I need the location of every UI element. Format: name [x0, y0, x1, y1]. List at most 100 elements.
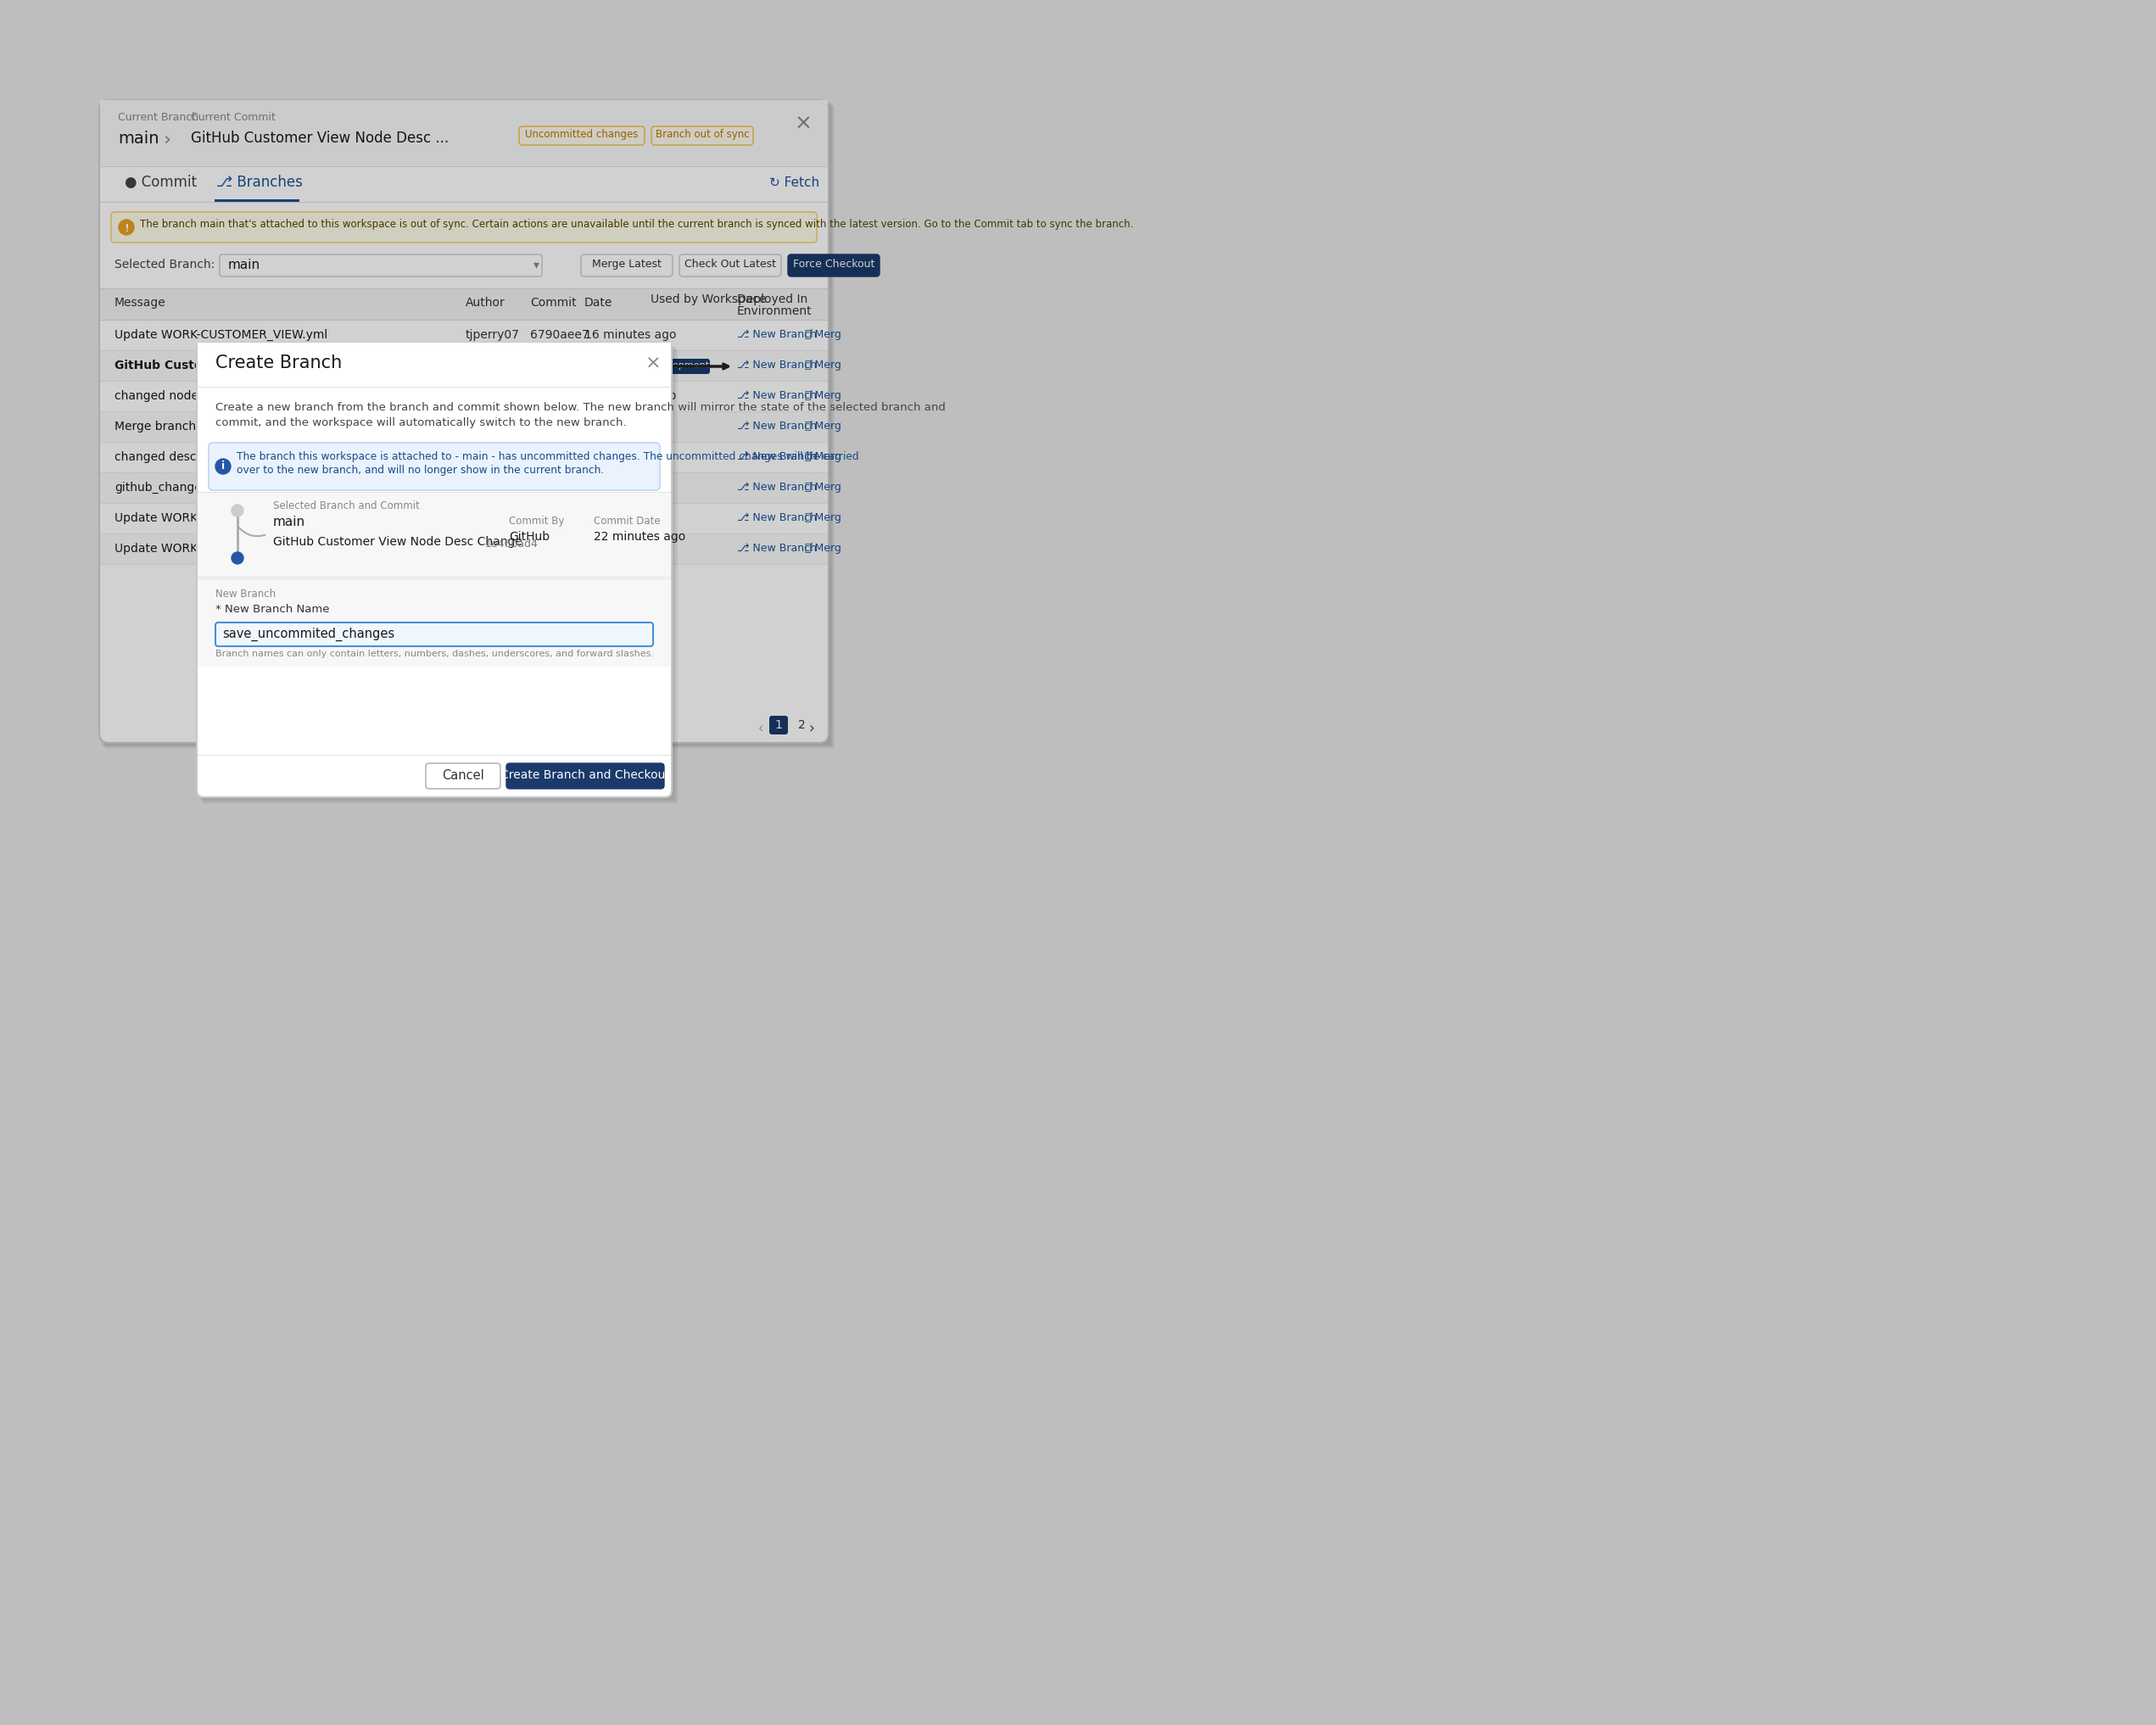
- Text: tjperry07: tjperry07: [466, 329, 520, 342]
- Text: ↻ Fetch: ↻ Fetch: [770, 176, 819, 190]
- Text: Update WORK-V_CUSTO...: Update WORK-V_CUSTO...: [114, 543, 265, 555]
- Bar: [99, 504, 828, 535]
- FancyBboxPatch shape: [679, 254, 780, 276]
- Text: ⎇ New Branch: ⎇ New Branch: [737, 543, 817, 554]
- Text: ⎇ New Branch: ⎇ New Branch: [737, 359, 817, 371]
- Bar: [99, 321, 828, 352]
- Text: changed node name: changed node name: [114, 390, 235, 402]
- FancyBboxPatch shape: [196, 343, 673, 797]
- Bar: [99, 288, 828, 321]
- Bar: [198, 343, 671, 386]
- FancyBboxPatch shape: [198, 343, 671, 386]
- Text: save_uncommited_changes: save_uncommited_changes: [222, 628, 395, 642]
- Text: github_change_test: github_change_test: [114, 481, 231, 493]
- FancyBboxPatch shape: [507, 762, 664, 788]
- Text: main: main: [119, 131, 160, 147]
- Bar: [103, 104, 832, 747]
- Text: changed description: changed description: [114, 452, 235, 462]
- Text: Selected Branch and Commit: Selected Branch and Commit: [274, 500, 420, 511]
- Text: 1e46bad4: 1e46bad4: [485, 538, 539, 550]
- Text: Update WORK-CUSTOMER_VIEW.yml: Update WORK-CUSTOMER_VIEW.yml: [114, 329, 328, 342]
- Bar: [99, 473, 828, 504]
- Bar: [198, 345, 675, 800]
- Text: Commit: Commit: [530, 297, 576, 309]
- Text: ⎇ New Branch: ⎇ New Branch: [737, 329, 817, 340]
- Bar: [99, 352, 828, 381]
- Text: Commit Date: Commit Date: [593, 516, 660, 526]
- Text: Merge Latest: Merge Latest: [593, 259, 662, 269]
- FancyBboxPatch shape: [787, 254, 880, 276]
- Text: ⤴ Merg: ⤴ Merg: [804, 390, 841, 402]
- Bar: [198, 578, 671, 666]
- Bar: [201, 347, 677, 802]
- Text: tjperry07: tjperry07: [466, 359, 520, 371]
- Text: Commit By: Commit By: [509, 516, 565, 526]
- Bar: [99, 535, 828, 564]
- Text: Cancel: Cancel: [442, 769, 485, 781]
- FancyBboxPatch shape: [651, 126, 752, 145]
- Text: Create Branch: Create Branch: [216, 355, 343, 371]
- Text: ⤴ Merg: ⤴ Merg: [804, 481, 841, 493]
- Text: !: !: [123, 223, 129, 235]
- Text: ×: ×: [645, 355, 662, 373]
- Text: commit, and the workspace will automatically switch to the new branch.: commit, and the workspace will automatic…: [216, 417, 627, 428]
- Text: ⤴ Merg: ⤴ Merg: [804, 512, 841, 523]
- Text: Create Branch and Checkout: Create Branch and Checkout: [500, 769, 671, 781]
- Text: ‹: ‹: [759, 721, 763, 737]
- Text: Update WORK-V_CUSTO...: Update WORK-V_CUSTO...: [114, 512, 265, 524]
- Text: Check Out Latest: Check Out Latest: [683, 259, 776, 269]
- Text: * New Branch Name: * New Branch Name: [216, 604, 330, 614]
- Bar: [99, 381, 828, 412]
- Text: 6790aee7: 6790aee7: [530, 329, 589, 342]
- Circle shape: [216, 459, 231, 474]
- FancyBboxPatch shape: [645, 359, 709, 374]
- Bar: [198, 492, 671, 576]
- Text: Create a new branch from the branch and commit shown below. The new branch will : Create a new branch from the branch and …: [216, 402, 946, 412]
- Text: ⎇ New Branch: ⎇ New Branch: [737, 481, 817, 493]
- Bar: [101, 102, 832, 745]
- FancyBboxPatch shape: [220, 254, 541, 276]
- Text: The branch main that's attached to this workspace is out of sync. Certain action: The branch main that's attached to this …: [140, 219, 1134, 229]
- Text: GitHub: GitHub: [509, 531, 550, 543]
- Bar: [101, 102, 830, 745]
- Text: ⤴ Merg: ⤴ Merg: [804, 543, 841, 554]
- Text: Tatiana: Tatiana: [466, 390, 509, 402]
- FancyBboxPatch shape: [99, 100, 828, 743]
- Text: ›: ›: [164, 131, 170, 148]
- Text: ⤴ Merg: ⤴ Merg: [804, 359, 841, 371]
- Text: GitHub Customer View Node Desc Change: GitHub Customer View Node Desc Change: [114, 359, 392, 371]
- Text: Environment: Environment: [737, 305, 813, 317]
- Text: ● Commit: ● Commit: [125, 174, 196, 190]
- Text: 1: 1: [774, 719, 783, 731]
- Bar: [99, 166, 828, 202]
- FancyBboxPatch shape: [216, 623, 653, 647]
- Circle shape: [119, 219, 134, 235]
- Text: Current Branch: Current Branch: [119, 112, 198, 122]
- Text: Message: Message: [114, 297, 166, 309]
- Text: Force Checkout: Force Checkout: [793, 259, 875, 269]
- Text: ⤴ Merg: ⤴ Merg: [804, 329, 841, 340]
- FancyBboxPatch shape: [520, 126, 645, 145]
- Text: 2: 2: [798, 719, 806, 731]
- Circle shape: [231, 505, 244, 516]
- Text: GitHub Customer View Node Desc Change: GitHub Customer View Node Desc Change: [274, 536, 522, 549]
- Bar: [216, 200, 300, 202]
- FancyBboxPatch shape: [425, 762, 500, 788]
- Text: New Branch: New Branch: [216, 588, 276, 600]
- FancyBboxPatch shape: [770, 716, 787, 735]
- Text: Used by Workspace: Used by Workspace: [651, 293, 765, 305]
- Text: i: i: [222, 461, 224, 471]
- Bar: [201, 347, 675, 800]
- Text: over to the new branch, and will no longer show in the current branch.: over to the new branch, and will no long…: [237, 464, 604, 476]
- Text: ⎇ New Branch: ⎇ New Branch: [737, 452, 817, 462]
- Bar: [203, 350, 679, 804]
- Text: Author: Author: [466, 297, 505, 309]
- Text: ›: ›: [808, 721, 815, 737]
- Text: ⎇ New Branch: ⎇ New Branch: [737, 421, 817, 431]
- Text: Uncommitted changes: Uncommitted changes: [526, 129, 638, 140]
- Text: ⎇ Branches: ⎇ Branches: [216, 174, 302, 190]
- Text: Deployed In: Deployed In: [737, 293, 808, 305]
- Text: ×: ×: [793, 114, 813, 135]
- Text: Development: Development: [647, 361, 709, 369]
- Bar: [99, 100, 828, 166]
